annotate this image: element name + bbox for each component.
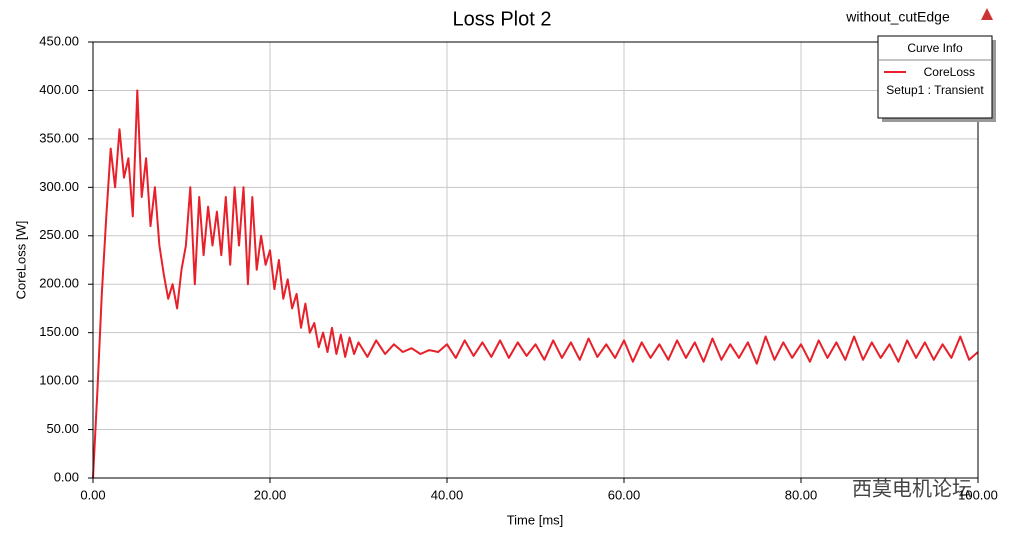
y-tick-label: 200.00 (39, 276, 79, 291)
y-tick-label: 350.00 (39, 130, 79, 145)
legend-title: Curve Info (907, 41, 963, 55)
y-tick-label: 300.00 (39, 179, 79, 194)
x-tick-label: 60.00 (608, 487, 641, 502)
x-tick-label: 20.00 (254, 487, 287, 502)
y-tick-label: 0.00 (54, 469, 79, 484)
x-tick-label: 40.00 (431, 487, 464, 502)
y-tick-label: 100.00 (39, 373, 79, 388)
chart-title: Loss Plot 2 (453, 8, 552, 30)
legend-box (877, 35, 993, 119)
y-tick-label: 400.00 (39, 82, 79, 97)
x-axis-label: Time [ms] (507, 512, 564, 527)
plot-frame (92, 41, 979, 479)
watermark: 西莫电机论坛 (852, 477, 972, 500)
y-tick-label: 250.00 (39, 227, 79, 242)
logo-icon (981, 8, 993, 20)
legend-label: CoreLoss (924, 65, 975, 79)
x-tick-label: 80.00 (785, 487, 818, 502)
subtitle: without_cutEdge (845, 9, 950, 25)
plot (92, 89, 979, 479)
y-tick-label: 50.00 (46, 421, 79, 436)
y-axis-label: CoreLoss [W] (13, 221, 28, 300)
data-line (92, 89, 979, 479)
x-tick-label: 100.00 (958, 487, 998, 502)
y-tick-label: 450.00 (39, 33, 79, 48)
legend-note: Setup1 : Transient (886, 83, 984, 97)
x-tick-label: 0.00 (80, 487, 105, 502)
y-tick-label: 150.00 (39, 324, 79, 339)
